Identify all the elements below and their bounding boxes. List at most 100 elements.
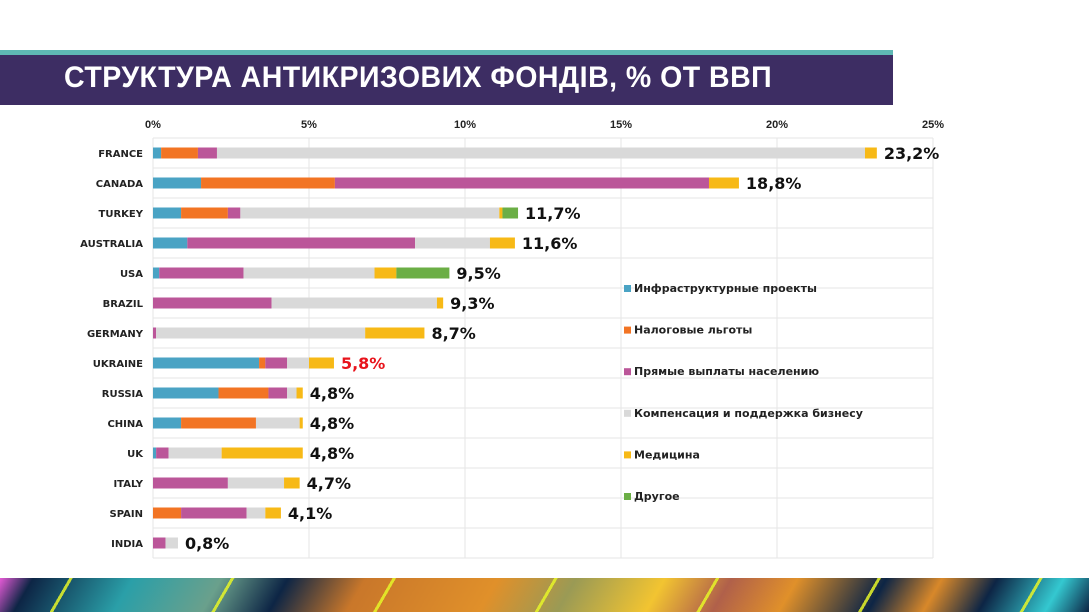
page-title: СТРУКТУРА АНТИКРИЗОВИХ ФОНДІВ, % ОТ ВВП [64, 61, 773, 94]
x-tick-label: 20% [766, 119, 788, 131]
legend-label: Прямые выплаты населению [634, 365, 819, 378]
bar-segment-turkey-s1 [181, 207, 228, 219]
bar-segment-turkey-s4 [499, 207, 503, 219]
x-tick-label: 5% [301, 119, 317, 131]
legend-label: Инфраструктурные проекты [634, 282, 817, 295]
total-label: 4,8% [310, 444, 354, 463]
bar-segment-italy-s2 [153, 477, 228, 489]
total-label: 8,7% [431, 324, 475, 343]
bar-segment-australia-s4 [489, 237, 515, 249]
bar-segment-italy-s4 [284, 477, 300, 489]
category-label: USA [120, 269, 143, 280]
category-label: BRAZIL [103, 299, 144, 310]
category-label: UK [127, 449, 144, 460]
category-label: ITALY [113, 479, 143, 490]
legend-swatch [624, 326, 631, 334]
legend-swatch [624, 409, 631, 417]
bar-segment-france-s1 [161, 147, 198, 159]
bar-segment-turkey-s3 [240, 207, 500, 219]
category-label: SPAIN [110, 509, 143, 520]
total-label: 4,7% [307, 474, 351, 493]
category-label: INDIA [111, 539, 143, 550]
total-label: 4,8% [310, 414, 354, 433]
category-label: FRANCE [98, 149, 143, 160]
bar-segment-india-s2 [153, 537, 166, 549]
bar-segment-france-s2 [197, 147, 217, 159]
bar-segment-germany-s2 [153, 327, 157, 339]
bar-segment-canada-s2 [334, 177, 709, 189]
bar-segment-india-s3 [165, 537, 178, 549]
total-label: 0,8% [185, 534, 229, 553]
category-label: CHINA [107, 419, 143, 430]
bar-segment-brazil-s3 [271, 297, 437, 309]
bar-segment-usa-s4 [374, 267, 397, 279]
bar-segment-china-s1 [181, 417, 256, 429]
bar-segment-usa-s2 [159, 267, 244, 279]
bar-segment-china-s4 [299, 417, 303, 429]
bar-segment-spain-s2 [181, 507, 247, 519]
x-tick-label: 15% [610, 119, 632, 131]
category-label: RUSSIA [102, 389, 143, 400]
category-label: CANADA [96, 179, 143, 190]
total-label: 9,5% [456, 264, 500, 283]
total-label: 18,8% [746, 174, 802, 193]
bar-segment-france-s0 [153, 147, 162, 159]
total-label: 9,3% [450, 294, 494, 313]
legend-label: Компенсация и поддержка бизнесу [634, 407, 863, 420]
bar-segment-canada-s4 [708, 177, 739, 189]
bar-segment-france-s4 [864, 147, 877, 159]
x-tick-label: 0% [145, 119, 161, 131]
x-tick-label: 10% [454, 119, 476, 131]
bar-segment-france-s3 [216, 147, 865, 159]
bar-segment-russia-s4 [296, 387, 303, 399]
bar-segment-russia-s3 [287, 387, 297, 399]
legend-swatch [624, 368, 631, 376]
total-label: 5,8% [341, 354, 385, 373]
bar-segment-usa-s5 [396, 267, 450, 279]
bar-segment-australia-s0 [153, 237, 188, 249]
bar-segment-china-s0 [153, 417, 182, 429]
legend-label: Медицина [634, 448, 700, 461]
bar-segment-ukraine-s1 [259, 357, 266, 369]
bar-segment-germany-s4 [365, 327, 425, 339]
bar-segment-ukraine-s2 [265, 357, 288, 369]
bar-segment-spain-s3 [246, 507, 266, 519]
bar-segment-turkey-s2 [227, 207, 241, 219]
bar-segment-spain-s1 [153, 507, 182, 519]
bar-segment-germany-s3 [156, 327, 366, 339]
legend-label: Налоговые льготы [634, 324, 752, 337]
bar-segment-usa-s0 [153, 267, 160, 279]
legend-swatch [624, 451, 631, 459]
category-label: TURKEY [99, 209, 144, 220]
total-label: 11,7% [525, 204, 581, 223]
bar-segment-uk-s3 [168, 447, 222, 459]
total-label: 4,8% [310, 384, 354, 403]
bar-segment-turkey-s5 [502, 207, 519, 219]
bar-segment-russia-s2 [268, 387, 288, 399]
total-label: 4,1% [288, 504, 332, 523]
bar-segment-ukraine-s4 [309, 357, 334, 369]
legend-swatch [624, 285, 631, 292]
category-label: AUSTRALIA [80, 239, 143, 250]
bar-segment-australia-s3 [415, 237, 490, 249]
bar-segment-brazil-s2 [153, 297, 272, 309]
x-tick-label: 25% [922, 119, 944, 131]
bar-segment-ukraine-s0 [153, 357, 260, 369]
bar-segment-china-s3 [255, 417, 300, 429]
legend-swatch [624, 493, 631, 500]
title-banner [0, 55, 893, 105]
total-label: 23,2% [884, 144, 940, 163]
header-accent-line [0, 50, 893, 55]
total-label: 11,6% [522, 234, 578, 253]
bar-segment-uk-s4 [221, 447, 303, 459]
bar-segment-spain-s4 [265, 507, 281, 519]
bar-segment-italy-s3 [227, 477, 285, 489]
bar-segment-australia-s2 [187, 237, 416, 249]
bar-segment-usa-s3 [243, 267, 375, 279]
bar-segment-ukraine-s3 [287, 357, 309, 369]
legend-label: Другое [634, 490, 680, 503]
bar-segment-brazil-s4 [436, 297, 444, 309]
category-label: UKRAINE [93, 359, 143, 370]
category-label: GERMANY [87, 329, 144, 340]
